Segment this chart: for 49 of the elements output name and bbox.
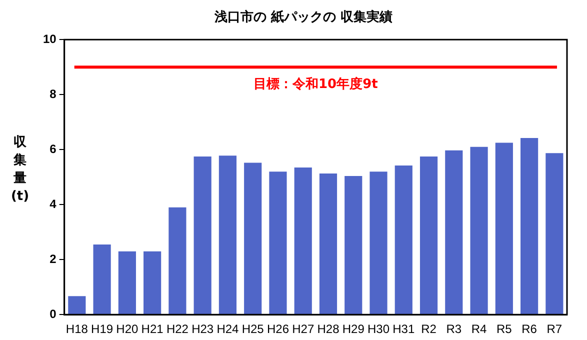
bar [520,138,538,314]
x-tick-label: H20 [116,322,139,336]
x-tick-label: H25 [242,322,264,336]
bar [244,162,262,314]
x-tick-label: H19 [91,322,114,336]
y-tick-label: 8 [50,86,57,101]
y-tick-label: 0 [50,306,57,321]
x-tick-label: H21 [141,322,164,336]
y-tick-label: 10 [42,32,57,46]
bar [420,156,438,314]
bar [344,176,362,314]
x-tick-label: H30 [368,322,390,336]
bar [218,156,237,314]
x-tick-label: H27 [292,322,314,336]
bar [470,146,488,314]
bar [144,251,162,314]
bar [118,251,136,314]
bar [495,142,513,314]
x-tick-label: H23 [192,322,214,336]
x-tick-label: H18 [66,322,88,336]
x-tick-label: R2 [421,322,437,336]
bar [68,296,86,314]
y-tick-label: 4 [50,196,57,211]
bar [445,150,463,314]
y-axis-title: 収集量(t) [10,134,30,206]
x-tick-label: H31 [392,322,415,336]
y-tick-label: 2 [50,252,57,266]
bar [269,172,287,314]
bar [168,207,186,314]
bar [546,153,564,314]
x-tick-label: R3 [446,322,462,336]
x-tick-label: R4 [471,322,488,336]
x-tick-label: R5 [496,322,512,336]
bar [93,244,111,314]
bar [370,172,388,314]
bar [294,167,312,314]
x-tick-label: H26 [266,322,290,336]
bar [394,166,412,314]
bar [319,174,338,314]
ref-line-label: 目標：令和10年度9t [253,76,378,92]
x-tick-label: H22 [166,322,189,336]
x-tick-label: H28 [317,322,340,336]
chart-title: 浅口市の 紙パックの 収集実績 [213,9,393,26]
bar [194,156,212,314]
x-tick-label: R7 [546,322,562,336]
x-tick-label: H24 [216,322,240,336]
x-tick-label: R6 [522,322,538,336]
x-tick-label: H29 [342,322,365,336]
y-tick-label: 6 [50,142,57,156]
